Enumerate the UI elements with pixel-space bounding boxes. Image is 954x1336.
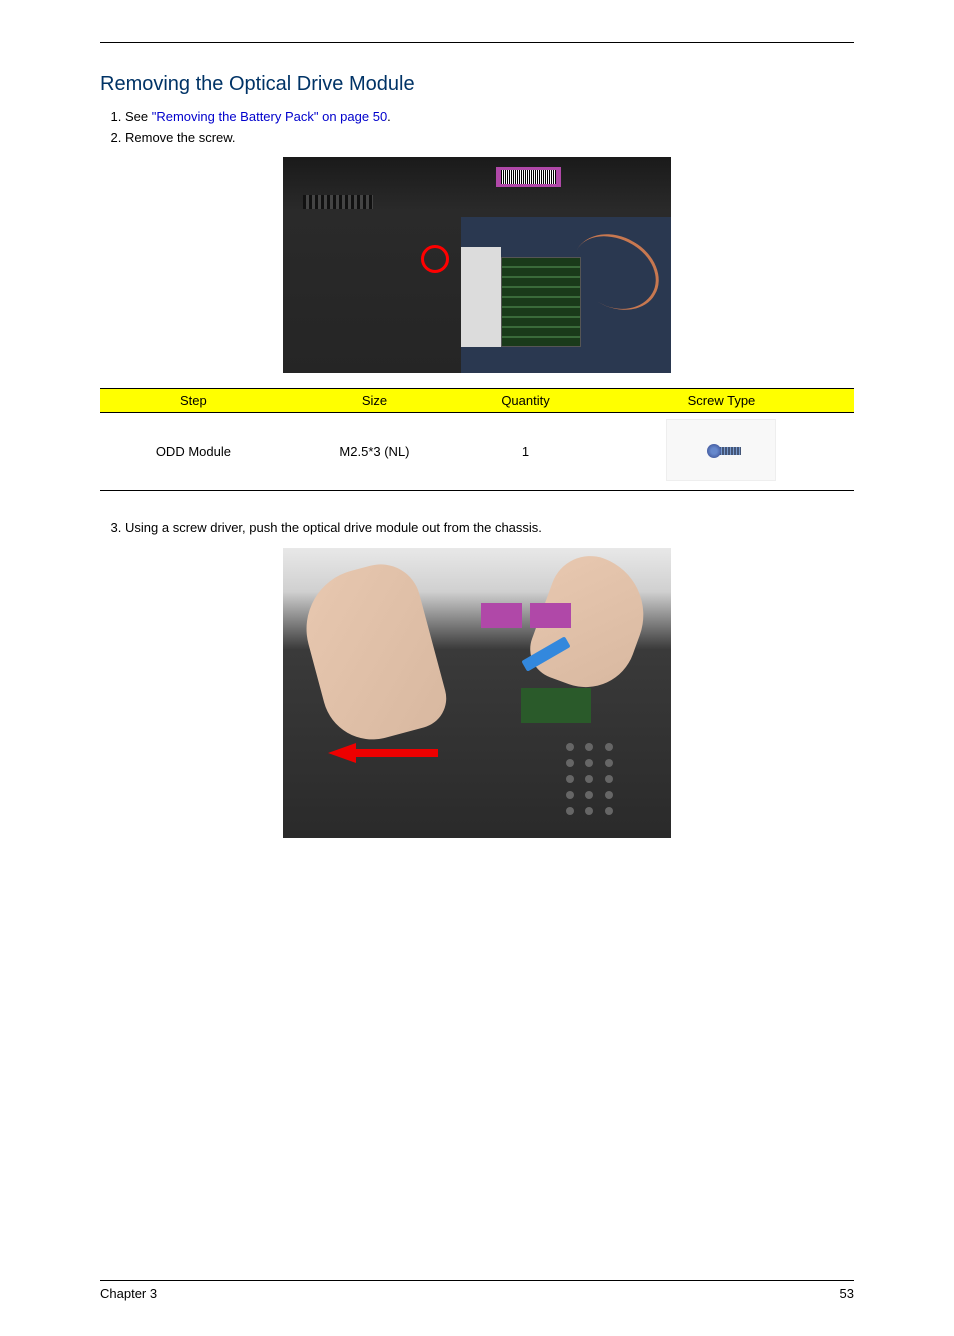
step-1-link[interactable]: "Removing the Battery Pack" on page 50 [152,109,387,124]
screw-photo [666,419,776,481]
barcode-label-sticker [496,167,561,187]
vent-holes [561,738,621,808]
steps-list: See "Removing the Battery Pack" on page … [100,108,854,147]
figure-1-laptop-photo [283,157,671,373]
figure-2-container [100,548,854,843]
step-1-suffix: . [387,109,391,124]
direction-arrow-icon [328,743,438,763]
footer-rule [100,1280,854,1281]
cell-quantity: 1 [462,413,589,491]
step-1-prefix: See [125,109,152,124]
step-3: Using a screw driver, push the optical d… [125,519,854,537]
white-bracket [461,247,501,347]
table-header-row: Step Size Quantity Screw Type [100,389,854,413]
page-number: 53 [840,1286,854,1301]
page-footer: Chapter 3 53 [100,1280,854,1301]
cell-size: M2.5*3 (NL) [287,413,462,491]
ram-module [501,257,581,347]
screw-location-marker-icon [421,245,449,273]
steps-list-continued: Using a screw driver, push the optical d… [100,519,854,537]
col-size: Size [287,389,462,413]
ram-visible [521,688,591,723]
figure-1-container [100,157,854,378]
cell-step: ODD Module [100,413,287,491]
table-row: ODD Module M2.5*3 (NL) 1 [100,413,854,491]
vent-strip [303,195,373,209]
screw-icon [707,442,743,460]
header-rule [100,42,854,43]
figure-2-odd-removal-photo [283,548,671,838]
hand-left [293,555,453,750]
col-step: Step [100,389,287,413]
col-quantity: Quantity [462,389,589,413]
pink-stickers [481,603,571,628]
col-screw-type: Screw Type [589,389,854,413]
cell-screw-image [589,413,854,491]
step-2: Remove the screw. [125,129,854,147]
screw-spec-table: Step Size Quantity Screw Type ODD Module… [100,388,854,491]
chapter-label: Chapter 3 [100,1286,157,1301]
section-heading: Removing the Optical Drive Module [100,73,854,96]
circuit-board-area [461,217,671,373]
step-1: See "Removing the Battery Pack" on page … [125,108,854,126]
